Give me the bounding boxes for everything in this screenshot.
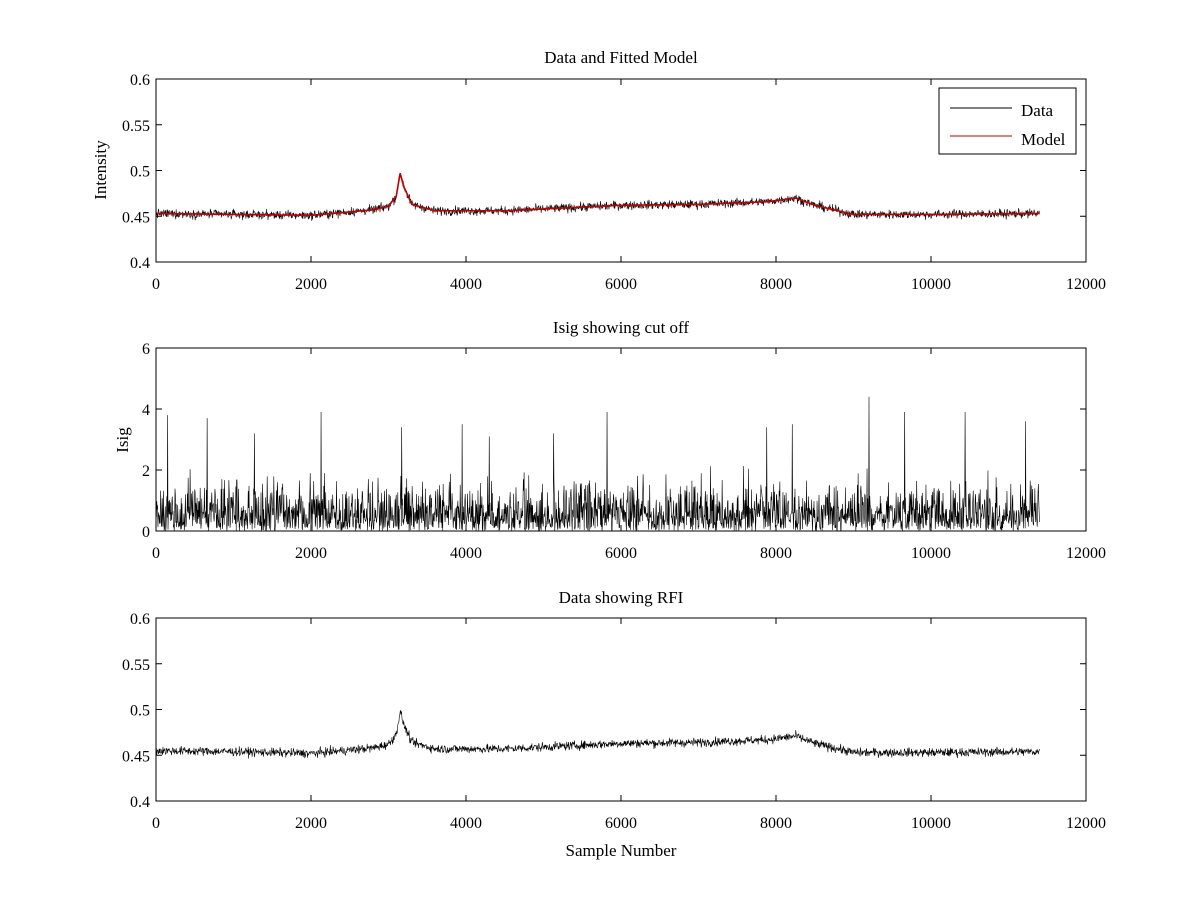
panel-2-ytick-label: 4	[142, 402, 150, 419]
panel-3-ytick-label: 0.6	[130, 611, 150, 628]
panel-1-title: Data and Fitted Model	[544, 48, 698, 67]
panel-3-xtick-label: 12000	[1066, 815, 1106, 832]
panel-2-ytick-label: 6	[142, 341, 150, 358]
panel-3-series-data	[155, 710, 1040, 759]
panel-1-series-model	[155, 173, 1040, 217]
panel-3-ticks: 0 2000 4000 6000 8000 10000 12000 0.4 0.45 0.5 0.5…	[122, 611, 1106, 832]
panel-2-ytick-label: 0	[142, 524, 150, 541]
panel-1-xtick-label: 10000	[911, 276, 951, 293]
panel-3-ytick-label: 0.5	[130, 703, 150, 720]
panel-3-title: Data showing RFI	[559, 588, 684, 607]
panel-2-ticks: 0 2000 4000 6000 8000 10000 12000 0 2 4 6	[142, 341, 1106, 562]
panel-2-title: Isig showing cut off	[553, 318, 689, 337]
legend-box	[938, 87, 1077, 155]
legend-label-data: Data	[1021, 101, 1054, 120]
panel-2-ytick-label: 2	[142, 463, 150, 480]
panel-3-ytick-label: 0.45	[122, 748, 150, 765]
panel-3-xlabel: Sample Number	[566, 841, 677, 860]
panel-2-ylabel: Isig	[113, 427, 132, 453]
panel-3: Data showing RFI 0 2000 4000 6000 8000 10000 1…	[122, 588, 1106, 860]
panel-3-ytick-label: 0.4	[130, 794, 150, 811]
panel-3-xtick-label: 4000	[450, 815, 482, 832]
panel-3-xtick-label: 0	[152, 815, 160, 832]
panel-1-xtick-label: 4000	[450, 276, 482, 293]
panel-3-axes-box	[155, 617, 1087, 802]
panel-2-xtick-label: 10000	[911, 545, 951, 562]
panel-1-series-data	[155, 174, 1040, 221]
legend: Data Model	[938, 87, 1077, 155]
panel-2-series-isig	[155, 396, 1040, 532]
panel-1: Data and Fitted Model Intensity 0 2000 400…	[91, 48, 1106, 293]
panel-1-ytick-label: 0.5	[130, 164, 150, 181]
panel-3-series	[155, 710, 1040, 759]
panel-2-xtick-label: 0	[152, 545, 160, 562]
panel-2-xtick-label: 8000	[760, 545, 792, 562]
panel-3-xtick-label: 8000	[760, 815, 792, 832]
panel-2-series	[155, 396, 1040, 532]
panel-2-xtick-label: 2000	[295, 545, 327, 562]
panel-3-xtick-label: 6000	[605, 815, 637, 832]
panel-3-xtick-label: 2000	[295, 815, 327, 832]
panel-2-xtick-label: 6000	[605, 545, 637, 562]
panel-1-xtick-label: 12000	[1066, 276, 1106, 293]
panel-2: Isig showing cut off Isig 0 2000 4000 6000 8…	[113, 318, 1106, 562]
panel-1-xtick-label: 2000	[295, 276, 327, 293]
panel-1-ylabel: Intensity	[91, 140, 110, 200]
panel-2-xtick-label: 4000	[450, 545, 482, 562]
panel-1-xtick-label: 0	[152, 276, 160, 293]
panel-2-xtick-label: 12000	[1066, 545, 1106, 562]
legend-label-model: Model	[1021, 130, 1066, 149]
panel-1-ticks: 0 2000 4000 6000 8000 10000 12000 0.4 0.45 0.5 0.5…	[122, 72, 1106, 293]
panel-1-ytick-label: 0.45	[122, 209, 150, 226]
panel-1-series	[155, 173, 1040, 221]
panel-1-ytick-label: 0.4	[130, 255, 150, 272]
panel-1-ytick-label: 0.6	[130, 72, 150, 89]
panel-3-ytick-label: 0.55	[122, 657, 150, 674]
panel-3-xtick-label: 10000	[911, 815, 951, 832]
panel-1-xtick-label: 8000	[760, 276, 792, 293]
panel-1-ytick-label: 0.55	[122, 118, 150, 135]
panel-1-xtick-label: 6000	[605, 276, 637, 293]
